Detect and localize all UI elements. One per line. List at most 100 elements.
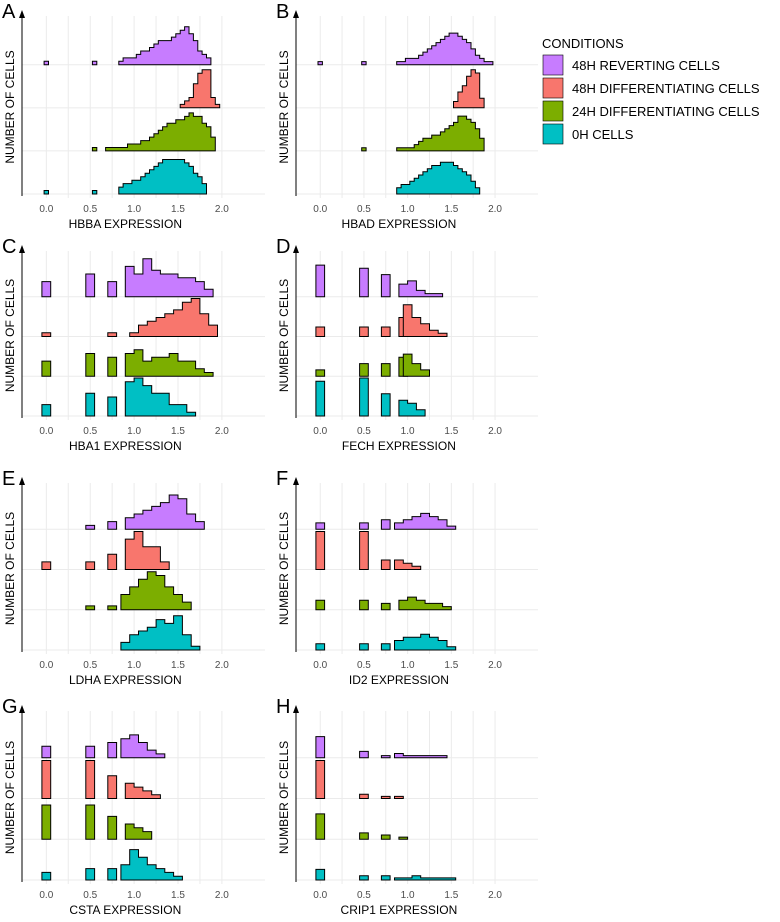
series-d-3	[315, 377, 426, 417]
ridge-bar	[118, 26, 212, 66]
series-c-0	[41, 258, 214, 298]
ridge-bar	[315, 380, 326, 417]
x-axis-title: FECH EXPRESSION	[342, 439, 456, 453]
series-e-1	[41, 531, 170, 570]
ridge-bar	[359, 875, 369, 881]
panels: NUMBER OF CELLS 0.0 0.5 1.0 1.5 2.0 HBBA EXPRE…	[2, 1, 538, 917]
ridge-bar	[85, 760, 96, 799]
ridge-bar	[315, 736, 326, 759]
ridge-bar	[359, 522, 369, 530]
ridge-bar	[380, 393, 391, 417]
ridge-bar	[85, 561, 96, 570]
ridge-bar	[124, 531, 170, 570]
ridge-bar	[91, 147, 98, 152]
legend: CONDITIONS 48H REVERTING CELLS 48H DIFFE…	[542, 36, 760, 145]
ridge-bar	[107, 356, 118, 377]
x-tick-label: 2.0	[488, 660, 502, 671]
panel-letter: C	[2, 236, 16, 258]
x-axis-title: LDHA EXPRESSION	[69, 673, 182, 687]
ridge-bar	[107, 742, 118, 759]
x-tick-label: 0.5	[83, 660, 97, 671]
x-tick-label: 1.0	[127, 204, 141, 215]
ridge-bar	[107, 281, 118, 298]
x-tick-label: 0.0	[313, 890, 327, 901]
ridge-bar	[179, 69, 221, 109]
series-b-0	[317, 32, 494, 66]
ridge-bar	[380, 519, 391, 530]
ridge-bar	[124, 823, 153, 840]
ridge-bar	[315, 369, 326, 377]
ridge-bar	[41, 871, 52, 881]
ridge-bar	[124, 377, 197, 417]
x-tick-label: 2.0	[215, 890, 229, 901]
x-tick-label: 0.0	[39, 890, 53, 901]
series-a-3	[43, 159, 207, 195]
ridge-bar	[394, 753, 448, 759]
legend-item-24h-diff: 24H DIFFERENTIATING CELLS	[542, 100, 760, 122]
x-tick-label: 2.0	[215, 426, 229, 437]
x-tick-label: 1.5	[444, 204, 458, 215]
ridge-bar	[359, 326, 369, 337]
legend-title: CONDITIONS	[542, 36, 624, 51]
panel-b-gridlines	[296, 16, 538, 198]
x-axis-title: CRIP1 EXPRESSION	[341, 903, 458, 917]
x-tick-label: 0.0	[39, 426, 53, 437]
legend-key-24h-diff	[542, 100, 564, 122]
y-axis-arrow-icon	[293, 245, 299, 253]
panel-letter: G	[2, 696, 18, 718]
y-axis-arrow-icon	[293, 477, 299, 485]
ridge-bar	[315, 643, 326, 651]
ridge-bar	[107, 521, 118, 530]
ridge-bar	[41, 561, 52, 570]
panel-h: NUMBER OF CELLS 0.0 0.5 1.0 1.5 2.0 CRIP1 EXPR…	[276, 696, 538, 917]
ridge-bar	[107, 815, 118, 840]
series-c-1	[41, 298, 218, 337]
series-e-0	[85, 494, 205, 530]
x-tick-label: 1.0	[127, 890, 141, 901]
ridge-bar	[107, 332, 118, 337]
ridge-bar	[394, 633, 457, 651]
ridge-bar	[43, 190, 49, 195]
x-tick-label: 0.5	[83, 426, 97, 437]
y-axis-title: NUMBER OF CELLS	[277, 50, 291, 163]
ridge-bar	[359, 643, 369, 651]
panel-letter: E	[2, 468, 15, 490]
ridge-bar	[359, 832, 369, 840]
ridge-bar	[398, 596, 452, 611]
ridge-bar	[41, 760, 52, 799]
ridge-bar	[315, 599, 326, 611]
ridge-bar	[359, 363, 369, 377]
x-tick-label: 0.0	[313, 660, 327, 671]
legend-label-48h-diff: 48H DIFFERENTIATING CELLS	[572, 81, 760, 96]
series-b-2	[361, 115, 485, 152]
legend-label-reverting: 48H REVERTING CELLS	[572, 58, 720, 73]
series-e-3	[120, 615, 201, 651]
ridge-bar	[380, 795, 391, 799]
x-tick-label: 1.5	[171, 426, 185, 437]
ridge-bar	[380, 363, 391, 377]
x-tick-label: 0.0	[313, 204, 327, 215]
series-f-2	[315, 596, 452, 611]
series-g-3	[41, 849, 183, 881]
x-tick-label: 0.5	[357, 204, 371, 215]
legend-key-48h-diff	[542, 77, 564, 99]
y-axis-arrow-icon	[293, 10, 299, 18]
ridge-bar	[85, 273, 96, 298]
ridge-bar	[41, 332, 52, 337]
x-axis-title: HBAD EXPRESSION	[342, 217, 457, 231]
ridge-bar	[394, 559, 422, 570]
x-tick-label: 0.5	[357, 660, 371, 671]
x-axis-title: CSTA EXPRESSION	[69, 903, 181, 917]
x-tick-label: 1.5	[444, 426, 458, 437]
series-h-0	[315, 736, 448, 759]
ridge-bar	[359, 599, 369, 611]
series-c-2	[41, 349, 214, 377]
ridge-bar	[359, 750, 369, 759]
x-tick-label: 1.5	[444, 890, 458, 901]
legend-label-24h-diff: 24H DIFFERENTIATING CELLS	[572, 104, 760, 119]
ridge-bar	[453, 69, 485, 109]
ridge-bar	[85, 392, 96, 417]
x-tick-label: 0.5	[83, 204, 97, 215]
ridge-bar	[380, 834, 391, 840]
